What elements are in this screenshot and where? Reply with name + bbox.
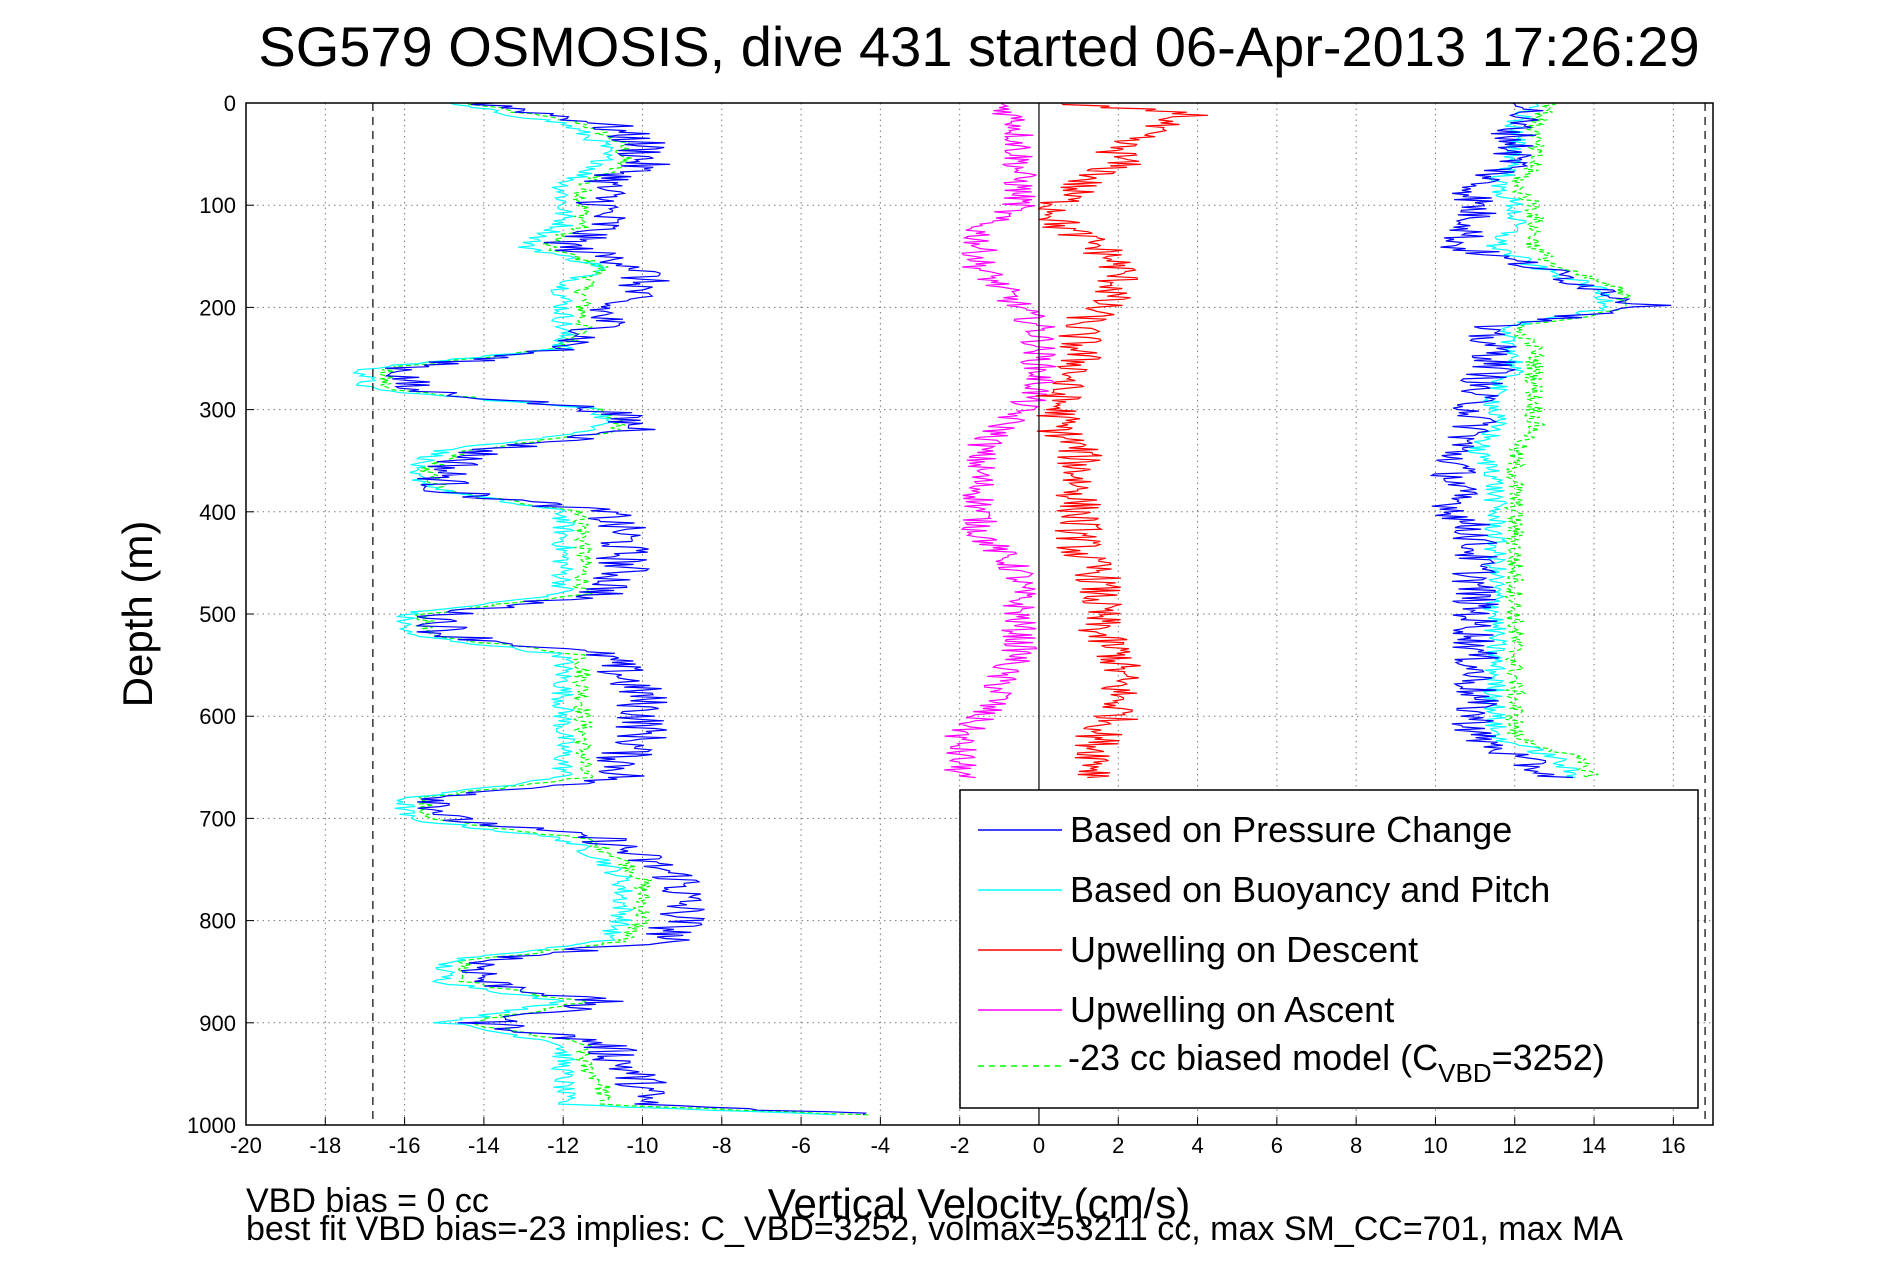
x-tick-label: 14 [1582, 1133, 1606, 1158]
y-tick-label: 1000 [187, 1113, 236, 1138]
x-tick-label: 16 [1661, 1133, 1685, 1158]
y-tick-label: 300 [199, 398, 236, 423]
series-biased-model [378, 102, 869, 1116]
right-series-buoyancy [1466, 102, 1614, 779]
x-tick-label: -2 [950, 1133, 970, 1158]
x-tick-label: 0 [1033, 1133, 1045, 1158]
y-tick-label: 200 [199, 295, 236, 320]
y-tick-label: 0 [224, 91, 236, 116]
footer-line-1: VBD bias = 0 cc [246, 1182, 489, 1220]
x-tick-label: 8 [1350, 1133, 1362, 1158]
series-buoyancy-pitch [352, 102, 836, 1116]
footer-line-2: best fit VBD bias=-23 implies: C_VBD=325… [246, 1210, 1623, 1248]
x-tick-label: 4 [1191, 1133, 1203, 1158]
legend-label-model: -23 cc biased model (CVBD=3252) [1068, 1037, 1605, 1088]
x-tick-label: -4 [871, 1133, 891, 1158]
x-tick-label: -12 [547, 1133, 579, 1158]
x-tick-label: -20 [230, 1133, 262, 1158]
legend-label-buoyancy: Based on Buoyancy and Pitch [1070, 869, 1550, 910]
series-upwelling-descent [1035, 102, 1208, 779]
y-axis-ticks: 0 100 200 300 400 500 600 700 800 900 1000 [187, 91, 254, 1138]
y-tick-label: 500 [199, 602, 236, 627]
legend-label-descent: Upwelling on Descent [1070, 929, 1418, 970]
chart-title: SG579 OSMOSIS, dive 431 started 06-Apr-2… [258, 15, 1699, 78]
legend-label-model-main: -23 cc biased model (C [1068, 1037, 1438, 1078]
right-series-model [1503, 102, 1634, 779]
legend-label-model-sub: VBD [1438, 1058, 1491, 1088]
y-tick-label: 600 [199, 704, 236, 729]
series-pressure-change [384, 102, 868, 1116]
x-tick-label: 6 [1271, 1133, 1283, 1158]
x-axis-ticks: -20 -18 -16 -14 -12 -10 -8 -6 -4 -2 0 2 4 6 8 10 12 14 16 [230, 1117, 1686, 1158]
x-tick-label: 12 [1503, 1133, 1527, 1158]
y-tick-label: 900 [199, 1011, 236, 1036]
x-tick-label: -18 [309, 1133, 341, 1158]
x-axis-label: Vertical Velocity (cm/s) [768, 1180, 1190, 1227]
series-upwelling-ascent [944, 102, 1057, 779]
x-tick-label: -8 [712, 1133, 732, 1158]
legend: Based on Pressure Change Based on Buoyan… [959, 789, 1699, 1109]
x-tick-label: -16 [389, 1133, 421, 1158]
y-axis-label: Depth (m) [114, 521, 161, 708]
legend-label-model-tail: =3252) [1492, 1037, 1605, 1078]
x-tick-label: -14 [468, 1133, 500, 1158]
right-series-pressure [1429, 102, 1672, 779]
series-layer [352, 102, 1672, 1116]
legend-label-ascent: Upwelling on Ascent [1070, 989, 1394, 1030]
x-tick-label: 10 [1423, 1133, 1447, 1158]
legend-label-pressure: Based on Pressure Change [1070, 809, 1512, 850]
y-tick-label: 400 [199, 500, 236, 525]
legend-box [959, 789, 1699, 1109]
x-tick-label: -10 [627, 1133, 659, 1158]
y-tick-label: 800 [199, 909, 236, 934]
x-tick-label: 2 [1112, 1133, 1124, 1158]
y-tick-label: 700 [199, 806, 236, 831]
x-tick-label: -6 [791, 1133, 811, 1158]
y-tick-label: 100 [199, 193, 236, 218]
